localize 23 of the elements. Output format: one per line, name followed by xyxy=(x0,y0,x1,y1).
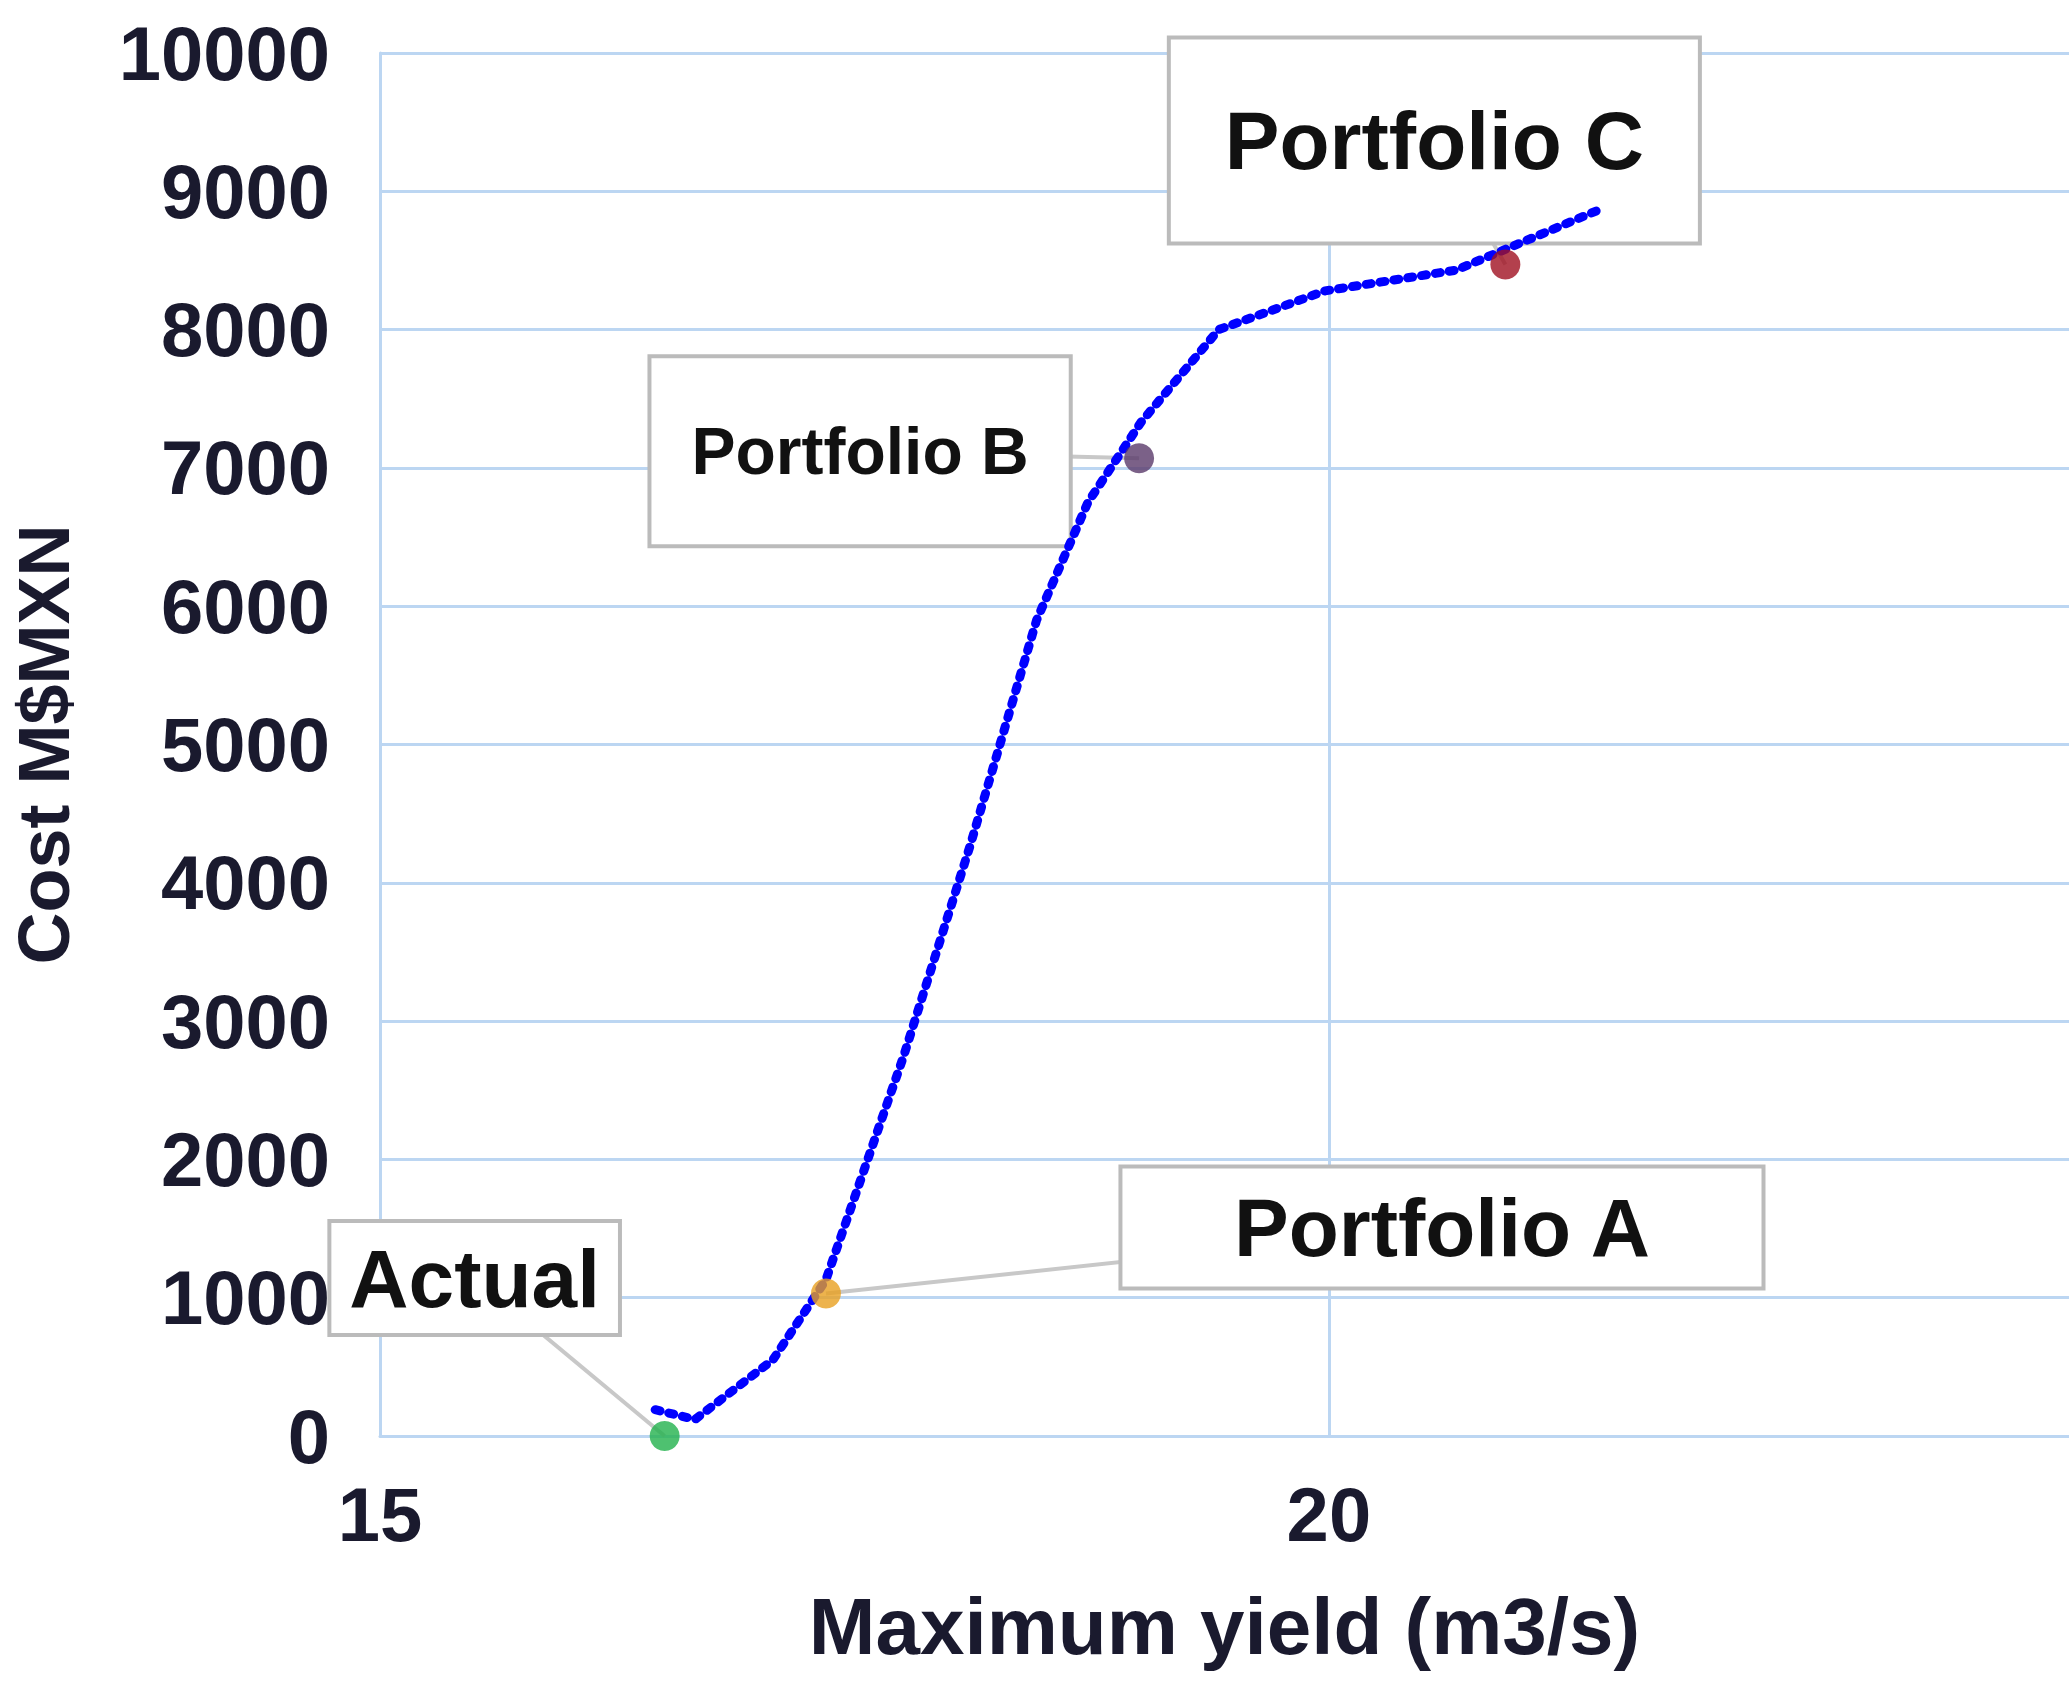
point xyxy=(1124,443,1155,474)
x-tick-label: 15 xyxy=(337,1471,423,1557)
point xyxy=(649,1421,680,1451)
y-tick-label: 5000 xyxy=(160,702,330,787)
annotation: Portfolio A xyxy=(1233,1182,1650,1274)
x-axis-title: Maximum yield (m3/s) xyxy=(808,1581,1641,1671)
point xyxy=(811,1278,841,1309)
y-axis-title: Cost M$MXN xyxy=(4,524,84,965)
y-tick-label: 9000 xyxy=(160,148,330,234)
y-tick-label: 3000 xyxy=(160,978,330,1064)
y-tick-label: 0 xyxy=(287,1393,330,1479)
y-tick-label: 1000 xyxy=(160,1255,330,1341)
annotation: Portfolio C xyxy=(1224,95,1644,187)
y-tick-label: 4000 xyxy=(160,840,330,926)
point xyxy=(1490,249,1521,280)
annotation: Portfolio B xyxy=(691,414,1029,489)
x-tick-label: 20 xyxy=(1286,1471,1372,1557)
y-tick-label: 2000 xyxy=(160,1116,330,1202)
y-tick-label: 7000 xyxy=(160,425,330,511)
y-tick-label: 6000 xyxy=(160,563,330,649)
annotation: Actual xyxy=(349,1232,600,1324)
y-tick-label: 10000 xyxy=(118,10,330,96)
y-tick-label: 8000 xyxy=(160,287,330,373)
